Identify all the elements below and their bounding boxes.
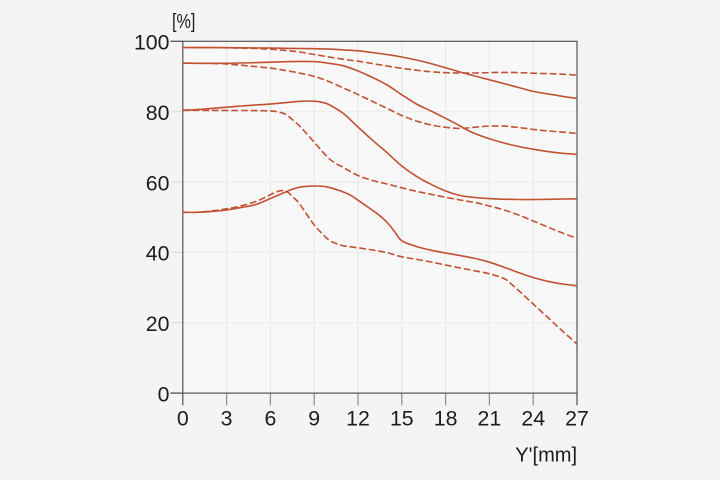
svg-text:9: 9: [308, 407, 320, 431]
svg-text:60: 60: [146, 171, 170, 195]
svg-text:0: 0: [177, 407, 189, 431]
svg-text:27: 27: [565, 407, 589, 431]
svg-text:100: 100: [134, 31, 170, 55]
svg-text:18: 18: [434, 407, 458, 431]
svg-text:21: 21: [478, 407, 502, 431]
svg-text:3: 3: [221, 407, 233, 431]
svg-text:6: 6: [264, 407, 276, 431]
svg-text:0: 0: [158, 382, 170, 406]
svg-text:15: 15: [390, 407, 414, 431]
svg-text:80: 80: [146, 101, 170, 125]
svg-text:20: 20: [146, 312, 170, 336]
svg-text:Y'[mm]: Y'[mm]: [515, 445, 577, 467]
svg-text:[%]: [%]: [172, 11, 195, 33]
svg-text:12: 12: [346, 407, 370, 431]
svg-text:24: 24: [521, 407, 545, 431]
svg-text:40: 40: [146, 242, 170, 266]
